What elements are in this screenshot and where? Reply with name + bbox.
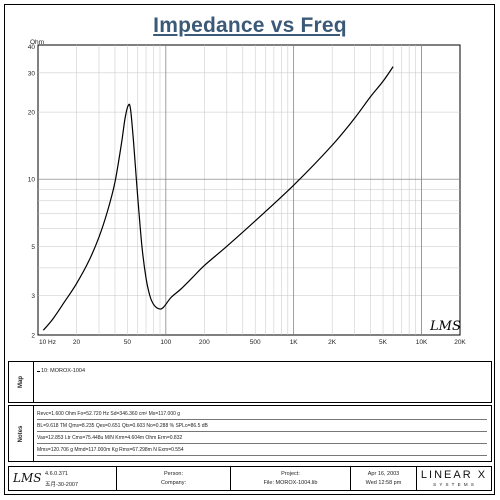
project-label: Project: — [281, 471, 300, 477]
map-tab-label: Map — [18, 376, 24, 388]
x-tick-label: 1K — [290, 339, 299, 346]
y-tick-label: 40 — [28, 44, 36, 51]
y-tick-label: 5 — [31, 244, 35, 251]
x-tick-label: 20K — [454, 339, 466, 346]
file-label: File: MOROX-1004.lib — [263, 480, 318, 486]
linearx-sub: S Y S T E M S — [433, 482, 475, 487]
note-row: BL=9.618 TM Qms=8.235 Qes=0.651 Qts=0.60… — [37, 422, 487, 432]
lms-logo: LMS — [13, 471, 42, 485]
x-tick-label: 200 — [199, 339, 210, 346]
date-text: Apr 16, 2003 — [367, 471, 400, 477]
person-label: Person: — [164, 471, 183, 477]
plot-area — [37, 44, 461, 336]
x-tick-labels: 10 Hz 20 50 100 200 500 1K 2K 5K 10K 20K — [39, 339, 466, 346]
x-tick-label: 50 — [124, 339, 132, 346]
note-text: Vas=12.853 Ltr Cms=75.448u M/N Krm=4.604… — [37, 435, 183, 441]
footer-date-cell: Apr 16, 2003 Wed 12:58 pm — [351, 467, 417, 490]
note-row: Mms=120.706 g Mmd=117.000m Kg Rms=67.298… — [37, 446, 487, 456]
note-text: Revc=1.600 Ohm Fo=52.720 Hz Sd=346.360 c… — [37, 411, 181, 417]
footer-brand-cell: LINEAR X S Y S T E M S — [417, 467, 491, 490]
legend-swatch — [37, 371, 40, 372]
build-date-text: 五月-30-2007 — [45, 482, 79, 488]
x-tick-label: 10 Hz — [39, 339, 56, 346]
y-tick-label: 10 — [28, 177, 36, 184]
note-text: BL=9.618 TM Qms=8.235 Qes=0.651 Qts=0.60… — [37, 423, 208, 429]
legend-entry: 10: MOROX-1004 — [41, 368, 86, 374]
footer-person-cell: Person: Company: — [117, 467, 231, 490]
x-tick-label: 20 — [73, 339, 81, 346]
impedance-series-line — [42, 66, 394, 331]
notes-tab: Notes — [9, 406, 34, 461]
y-tick-label: 2 — [31, 333, 35, 340]
time-text: Wed 12:58 pm — [365, 480, 402, 486]
y-tick-label: 20 — [28, 110, 36, 117]
map-panel: Map 10: MOROX-1004 — [8, 361, 492, 403]
footer-version-cell: LMS 4.6.0.371 五月-30-2007 — [9, 467, 117, 490]
note-text: Mms=120.706 g Mmd=117.000m Kg Rms=67.298… — [37, 447, 184, 453]
y-tick-label: 3 — [31, 293, 35, 300]
map-tab: Map — [9, 362, 34, 402]
note-row: Vas=12.853 Ltr Cms=75.448u M/N Krm=4.604… — [37, 434, 487, 444]
notes-tab-label: Notes — [18, 425, 24, 442]
x-tick-label: 10K — [416, 339, 428, 346]
y-tick-labels: 2 3 5 10 20 30 40 — [28, 44, 36, 340]
notes-panel: Notes Revc=1.600 Ohm Fo=52.720 Hz Sd=346… — [8, 405, 492, 462]
lms-watermark: LMS — [429, 319, 461, 334]
x-tick-label: 100 — [160, 339, 171, 346]
x-tick-label: 2K — [328, 339, 337, 346]
chart-title: Impedance vs Freq — [153, 14, 347, 37]
y-tick-label: 30 — [28, 70, 36, 77]
note-row: Revc=1.600 Ohm Fo=52.720 Hz Sd=346.360 c… — [37, 410, 487, 420]
version-text: 4.6.0.371 — [45, 471, 68, 477]
x-tick-label: 500 — [250, 339, 261, 346]
x-tick-label: 5K — [379, 339, 388, 346]
company-label: Company: — [160, 480, 187, 486]
grid-major — [38, 45, 460, 335]
footer-bar: LMS 4.6.0.371 五月-30-2007 Person: Company… — [8, 466, 492, 491]
linearx-logo: LINEAR X — [420, 469, 488, 481]
footer-project-cell: Project: File: MOROX-1004.lib — [231, 467, 351, 490]
y-unit-label: Ohm — [30, 39, 44, 46]
